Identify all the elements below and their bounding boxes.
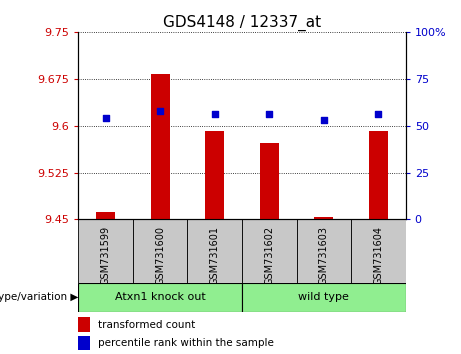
Text: GSM731603: GSM731603 <box>319 226 329 285</box>
Bar <box>151 74 170 219</box>
Bar <box>242 283 406 312</box>
Point <box>375 112 382 117</box>
Bar <box>78 219 133 283</box>
Text: percentile rank within the sample: percentile rank within the sample <box>98 338 274 348</box>
Point <box>266 112 273 117</box>
Point <box>320 117 327 123</box>
Bar <box>296 219 351 283</box>
Point <box>157 108 164 114</box>
Text: GSM731602: GSM731602 <box>264 226 274 285</box>
Bar <box>188 219 242 283</box>
Text: Atxn1 knock out: Atxn1 knock out <box>115 292 206 302</box>
Bar <box>78 336 90 350</box>
Text: wild type: wild type <box>298 292 349 302</box>
Text: transformed count: transformed count <box>98 320 195 330</box>
Bar <box>205 131 225 219</box>
Bar <box>242 219 296 283</box>
Text: GSM731604: GSM731604 <box>373 226 384 285</box>
Point <box>102 115 109 121</box>
Text: genotype/variation ▶: genotype/variation ▶ <box>0 292 78 302</box>
Bar <box>78 283 242 312</box>
Bar <box>133 219 188 283</box>
Text: GSM731601: GSM731601 <box>210 226 220 285</box>
Text: GSM731600: GSM731600 <box>155 226 165 285</box>
Bar <box>314 217 333 219</box>
Title: GDS4148 / 12337_at: GDS4148 / 12337_at <box>163 14 321 30</box>
Bar <box>351 219 406 283</box>
Bar <box>78 318 90 332</box>
Bar <box>369 131 388 219</box>
Point <box>211 112 219 117</box>
Text: GSM731599: GSM731599 <box>100 226 111 285</box>
Bar <box>96 212 115 219</box>
Bar <box>260 143 279 219</box>
